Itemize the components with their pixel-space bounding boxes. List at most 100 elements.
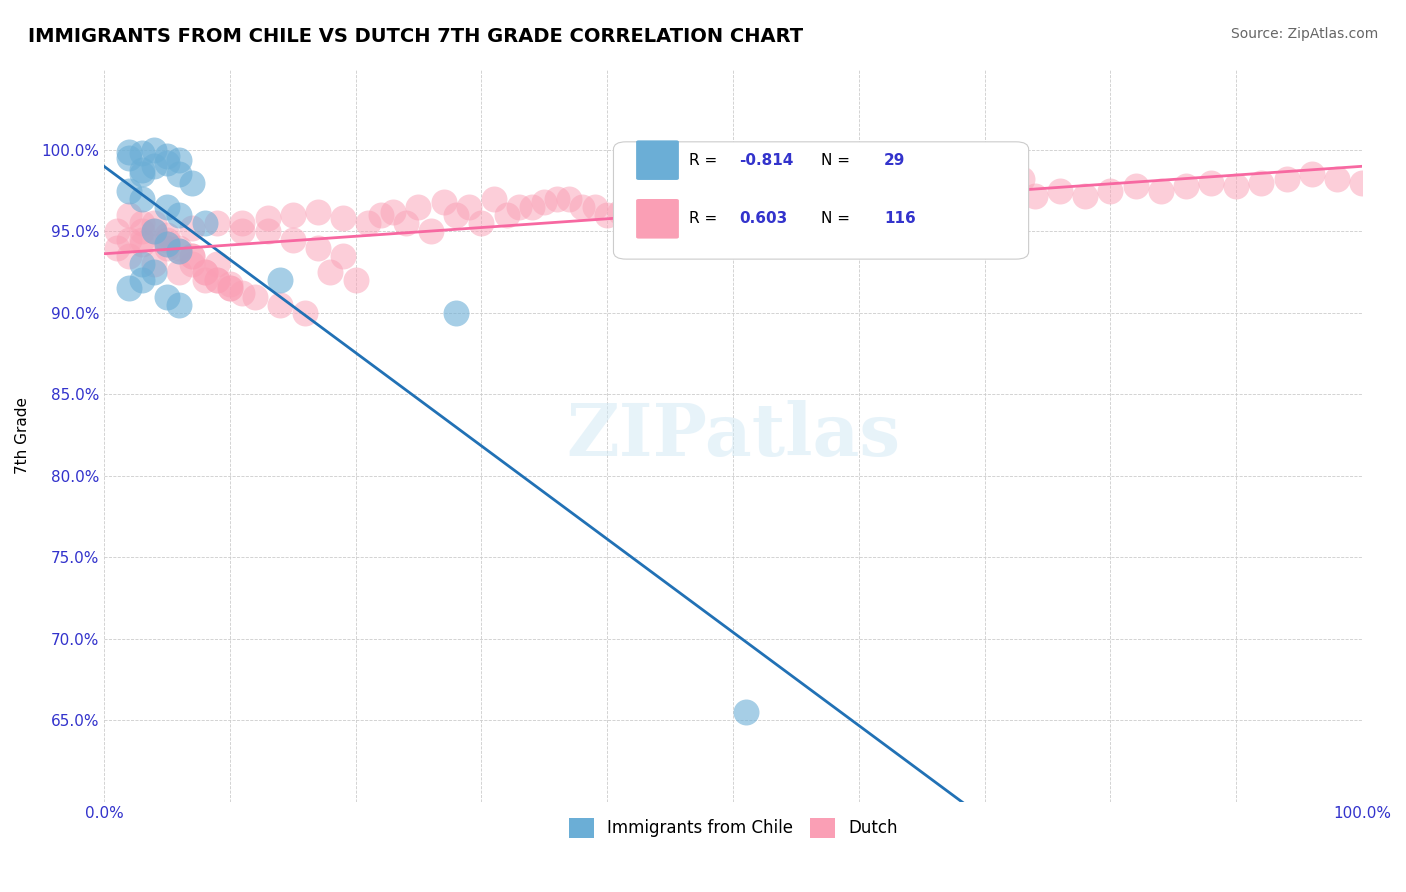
- Point: [143, 257, 166, 271]
- Point: [231, 224, 253, 238]
- Point: [1125, 178, 1147, 193]
- Point: [307, 205, 329, 219]
- Point: [118, 145, 141, 159]
- Point: [860, 184, 883, 198]
- Text: N =: N =: [821, 153, 855, 168]
- Point: [131, 168, 153, 182]
- Point: [143, 265, 166, 279]
- Point: [156, 241, 179, 255]
- Text: 29: 29: [884, 153, 905, 168]
- Point: [181, 221, 204, 235]
- Text: R =: R =: [689, 211, 723, 227]
- Point: [960, 176, 983, 190]
- Point: [596, 208, 619, 222]
- Point: [269, 298, 291, 312]
- Point: [444, 208, 467, 222]
- Point: [156, 156, 179, 170]
- Point: [683, 200, 706, 214]
- Point: [169, 244, 191, 258]
- Point: [482, 192, 505, 206]
- Point: [659, 192, 682, 206]
- Point: [332, 211, 354, 226]
- Point: [508, 200, 530, 214]
- Point: [759, 184, 782, 198]
- Text: -0.814: -0.814: [740, 153, 793, 168]
- Point: [131, 224, 153, 238]
- Point: [294, 306, 316, 320]
- Point: [408, 200, 430, 214]
- Point: [886, 188, 908, 202]
- Point: [420, 224, 443, 238]
- Point: [281, 208, 304, 222]
- Point: [495, 208, 517, 222]
- Point: [118, 249, 141, 263]
- Point: [156, 237, 179, 252]
- Point: [785, 192, 807, 206]
- Point: [131, 257, 153, 271]
- Point: [218, 281, 240, 295]
- Point: [218, 277, 240, 291]
- Legend: Immigrants from Chile, Dutch: Immigrants from Chile, Dutch: [562, 811, 904, 845]
- Point: [721, 216, 744, 230]
- Point: [205, 273, 228, 287]
- Point: [156, 233, 179, 247]
- Point: [131, 237, 153, 252]
- Point: [131, 273, 153, 287]
- Point: [609, 205, 631, 219]
- Point: [1326, 172, 1348, 186]
- Point: [218, 281, 240, 295]
- Point: [734, 705, 756, 719]
- Text: ZIPatlas: ZIPatlas: [567, 400, 900, 471]
- Point: [181, 249, 204, 263]
- Text: N =: N =: [821, 211, 855, 227]
- Point: [823, 200, 845, 214]
- Point: [194, 273, 217, 287]
- Point: [672, 200, 695, 214]
- Point: [156, 237, 179, 252]
- Y-axis label: 7th Grade: 7th Grade: [15, 397, 30, 474]
- Point: [194, 216, 217, 230]
- Point: [848, 192, 870, 206]
- Point: [470, 216, 492, 230]
- Point: [143, 224, 166, 238]
- Point: [307, 241, 329, 255]
- Point: [1174, 178, 1197, 193]
- Point: [520, 200, 543, 214]
- Point: [118, 281, 141, 295]
- Point: [1275, 172, 1298, 186]
- Point: [457, 200, 479, 214]
- Point: [1301, 168, 1323, 182]
- Point: [546, 192, 568, 206]
- Point: [332, 249, 354, 263]
- FancyBboxPatch shape: [636, 199, 679, 238]
- Point: [998, 192, 1021, 206]
- Point: [935, 178, 957, 193]
- Point: [105, 241, 128, 255]
- Point: [131, 162, 153, 177]
- Point: [181, 176, 204, 190]
- Point: [118, 233, 141, 247]
- Point: [533, 195, 555, 210]
- Point: [156, 200, 179, 214]
- Text: 0.603: 0.603: [740, 211, 787, 227]
- Point: [986, 168, 1008, 182]
- Point: [1011, 172, 1033, 186]
- Point: [169, 153, 191, 167]
- Point: [194, 265, 217, 279]
- Point: [444, 306, 467, 320]
- Point: [169, 168, 191, 182]
- Point: [1250, 176, 1272, 190]
- Point: [118, 208, 141, 222]
- Point: [772, 200, 794, 214]
- Point: [370, 208, 392, 222]
- Point: [131, 192, 153, 206]
- Point: [205, 257, 228, 271]
- Text: R =: R =: [689, 153, 723, 168]
- Point: [169, 298, 191, 312]
- Point: [143, 143, 166, 157]
- Point: [382, 205, 405, 219]
- Point: [873, 195, 896, 210]
- Point: [1199, 176, 1222, 190]
- Point: [105, 224, 128, 238]
- Point: [319, 265, 342, 279]
